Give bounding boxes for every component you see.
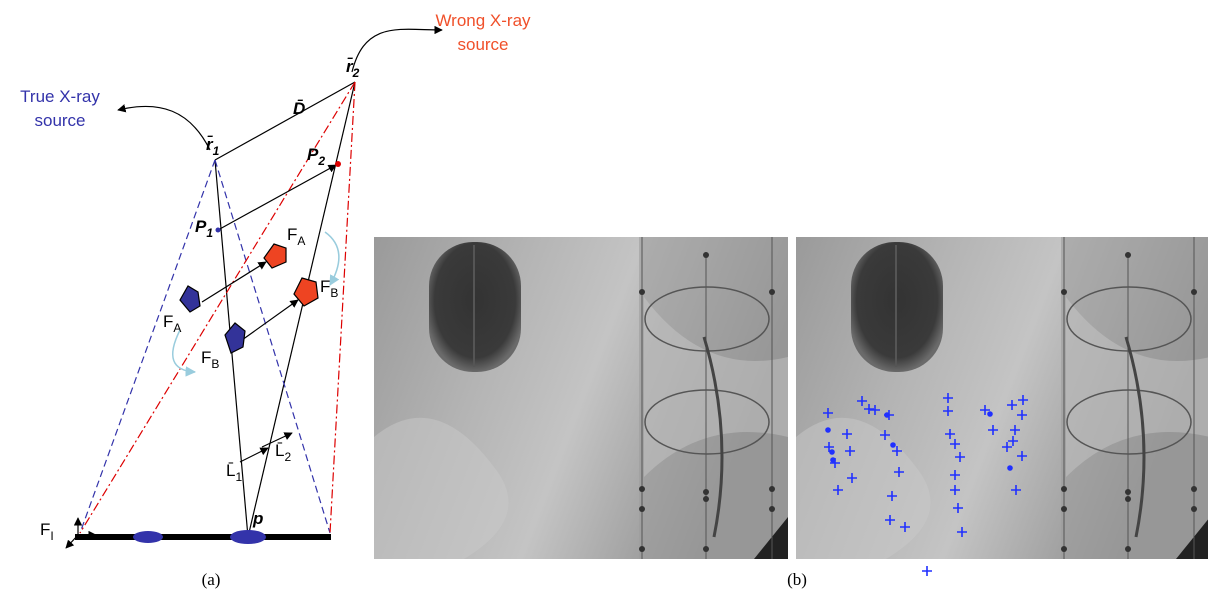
symbol-base: F bbox=[40, 520, 50, 539]
wrong-source-line: source bbox=[457, 35, 508, 54]
symbol-subscript: 2 bbox=[352, 66, 360, 80]
symbol-subscript: A bbox=[173, 321, 181, 335]
symbol-label: FI bbox=[40, 520, 54, 543]
symbol-label: L̄1 bbox=[226, 461, 242, 484]
symbol-base: F bbox=[320, 277, 330, 296]
symbol-label: p bbox=[252, 509, 263, 528]
marker-dot bbox=[890, 442, 896, 448]
xray-image-annotated bbox=[796, 237, 1208, 576]
symbol-subscript: B bbox=[211, 357, 219, 371]
marker-dot bbox=[987, 411, 993, 417]
symbol-label: FB bbox=[320, 277, 338, 300]
marker-dot bbox=[1007, 465, 1013, 471]
symbol-base: F bbox=[287, 225, 297, 244]
true-source-line: True X-ray bbox=[20, 87, 100, 106]
figure: Wrong X-ray source True X-ray source (a)… bbox=[0, 0, 1208, 598]
symbol-label: r̄2 bbox=[346, 57, 360, 80]
symbol-base: P bbox=[195, 217, 207, 236]
marker-dot bbox=[830, 457, 836, 463]
symbol-base: F bbox=[163, 312, 173, 331]
symbol-base: D̄ bbox=[293, 99, 305, 118]
symbol-label: FB bbox=[201, 348, 219, 371]
xray-image bbox=[374, 237, 788, 559]
symbol-label: FA bbox=[287, 225, 305, 248]
symbol-subscript: A bbox=[297, 234, 305, 248]
symbol-subscript: B bbox=[330, 286, 338, 300]
symbol-subscript: 2 bbox=[284, 450, 291, 464]
caption: (b) bbox=[787, 570, 807, 589]
marker-cross bbox=[922, 566, 932, 576]
symbol-label: D̄ bbox=[293, 99, 305, 118]
symbol-subscript: 2 bbox=[317, 154, 325, 168]
symbol-base: L̄ bbox=[275, 441, 284, 460]
symbol-subscript: 1 bbox=[213, 144, 220, 158]
wrong-source-line: Wrong X-ray bbox=[435, 11, 531, 30]
caption: (a) bbox=[202, 570, 221, 589]
symbol-label: L̄2 bbox=[275, 441, 291, 464]
symbol-label: r̄1 bbox=[206, 135, 220, 158]
marker-dot bbox=[884, 412, 890, 418]
symbol-base: F bbox=[201, 348, 211, 367]
true-source-line: source bbox=[34, 111, 85, 130]
symbol-label: P1 bbox=[195, 217, 213, 240]
marker-dot bbox=[825, 427, 831, 433]
symbol-label: FA bbox=[163, 312, 181, 335]
symbol-subscript: 1 bbox=[206, 226, 213, 240]
symbol-base: L̄ bbox=[226, 461, 235, 480]
marker-dot bbox=[829, 449, 835, 455]
symbol-label: P2 bbox=[307, 145, 325, 168]
symbol-base: p bbox=[252, 509, 263, 528]
symbol-subscript: I bbox=[50, 529, 53, 543]
symbol-base: P bbox=[307, 145, 319, 164]
symbol-subscript: 1 bbox=[235, 470, 242, 484]
